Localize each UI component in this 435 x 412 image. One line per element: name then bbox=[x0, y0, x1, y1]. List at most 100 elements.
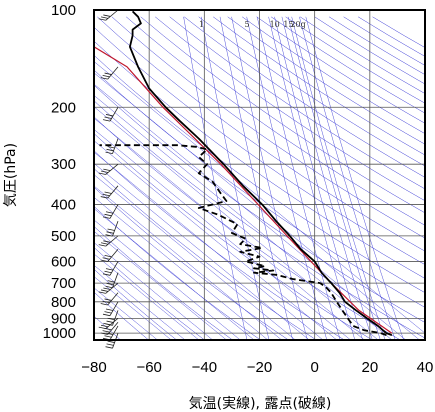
wind-barb bbox=[100, 66, 119, 80]
wind-barb-staff bbox=[112, 138, 119, 154]
wind-barb-flag bbox=[104, 116, 112, 119]
moist-adiabat-line bbox=[94, 106, 379, 340]
wind-barb bbox=[98, 163, 119, 175]
dry-adiabat-line bbox=[94, 206, 261, 340]
wind-barb-flag bbox=[100, 196, 108, 199]
wind-barb-flag bbox=[100, 77, 108, 80]
wind-barb bbox=[98, 9, 119, 21]
wind-barb-flag bbox=[104, 335, 112, 338]
dry-adiabat-line bbox=[94, 247, 205, 340]
mixing-ratio-label: 20g bbox=[290, 20, 305, 29]
wind-barb-flag bbox=[104, 298, 112, 301]
mixing-ratio-line bbox=[281, 16, 373, 340]
dry-adiabat-line bbox=[94, 40, 425, 279]
wind-barb-flag bbox=[100, 242, 109, 245]
mixing-ratio-line bbox=[183, 16, 248, 340]
wind-barb bbox=[105, 310, 119, 326]
dry-adiabat-line bbox=[169, 16, 425, 190]
wind-barb bbox=[102, 204, 119, 219]
wind-barb-flag bbox=[106, 343, 114, 346]
wind-barb-flag bbox=[100, 289, 109, 292]
wind-barb bbox=[100, 292, 119, 306]
wind-barb-flag bbox=[104, 311, 112, 314]
wind-barb-staff bbox=[109, 261, 119, 276]
moist-adiabat-line bbox=[94, 242, 213, 340]
dry-adiabat-line bbox=[94, 168, 317, 340]
wind-barb bbox=[100, 321, 119, 335]
wind-barb-flag bbox=[104, 191, 112, 194]
moist-adiabat-line bbox=[94, 83, 406, 340]
wind-barb-staff bbox=[105, 9, 119, 21]
mixing-ratio-line bbox=[256, 16, 341, 340]
y-tick-label: 600 bbox=[51, 253, 76, 270]
x-tick-label: 0 bbox=[310, 359, 318, 376]
y-tick-label: 800 bbox=[51, 294, 76, 311]
wind-barb-flag bbox=[107, 340, 115, 343]
wind-barb-flag bbox=[106, 231, 114, 234]
x-tick-label: 40 bbox=[417, 359, 434, 376]
wind-barb-flag bbox=[100, 303, 108, 306]
wind-barb bbox=[100, 248, 119, 262]
mixing-ratio-label: 5 bbox=[245, 20, 250, 29]
moist-adiabat-line bbox=[94, 287, 158, 340]
wind-barb-flag bbox=[105, 323, 113, 326]
mixing-ratio-label: 1 bbox=[199, 20, 204, 29]
wind-barb-flag bbox=[105, 332, 114, 336]
wind-barb-flag bbox=[98, 18, 106, 21]
y-tick-label: 300 bbox=[51, 156, 76, 173]
wind-barb-flag bbox=[104, 255, 112, 258]
x-tick-label: −20 bbox=[247, 359, 272, 376]
wind-barb-flag bbox=[100, 324, 109, 328]
wind-barb-flag bbox=[100, 332, 108, 335]
wind-barb-flag bbox=[98, 244, 106, 247]
moist-adiabat-line bbox=[94, 61, 425, 334]
pressure-grid bbox=[94, 9, 425, 340]
dry-adiabat-line bbox=[94, 54, 425, 294]
wind-barb-flag bbox=[104, 72, 112, 75]
wind-barb-flag bbox=[100, 259, 108, 262]
wind-barb-flag bbox=[102, 216, 111, 219]
wind-barb bbox=[98, 235, 119, 247]
wind-barb-flag bbox=[98, 172, 106, 175]
mixing-ratio-line bbox=[219, 16, 293, 340]
wind-barb-flag bbox=[102, 257, 110, 260]
moist-adiabat-line bbox=[94, 208, 255, 340]
moist-adiabat-line bbox=[94, 230, 227, 340]
wind-barb-staff bbox=[107, 66, 119, 80]
y-tick-label: 100 bbox=[51, 2, 76, 19]
dry-adiabat-line bbox=[126, 16, 425, 226]
y-tick-label: 1000 bbox=[43, 325, 76, 342]
wind-barb bbox=[100, 185, 119, 199]
moist-adiabat-line bbox=[94, 276, 172, 340]
dry-adiabat-line bbox=[97, 16, 425, 252]
dry-adiabat-line bbox=[299, 16, 425, 94]
wind-barb-flag bbox=[102, 330, 110, 333]
wind-barb bbox=[102, 261, 119, 276]
wind-barb bbox=[102, 301, 119, 317]
wind-barb-flag bbox=[103, 240, 111, 243]
wind-barb-flag bbox=[105, 151, 113, 155]
mixing-ratio-line bbox=[287, 16, 381, 340]
mixing-ratio-line bbox=[200, 16, 270, 340]
wind-barb-flag bbox=[105, 308, 114, 311]
y-tick-label: 700 bbox=[51, 275, 76, 292]
y-tick-label: 400 bbox=[51, 197, 76, 214]
wind-barb-flag bbox=[100, 170, 109, 173]
moist-adiabat-line bbox=[94, 129, 351, 340]
x-axis-title: 気温(実線), 露点(破線) bbox=[189, 396, 332, 412]
wind-barb-flag bbox=[107, 280, 115, 283]
wind-barb-flag bbox=[106, 320, 114, 323]
dry-adiabat-line bbox=[270, 16, 425, 114]
y-axis-title: 気圧(hPa) bbox=[3, 143, 19, 207]
moist-adiabat-line bbox=[94, 163, 310, 340]
wind-barb-flag bbox=[106, 283, 114, 286]
wind-barb-staff bbox=[112, 220, 119, 237]
wind-barb-flag bbox=[102, 300, 110, 304]
y-tick-label: 500 bbox=[51, 228, 76, 245]
wind-barb-staff bbox=[105, 318, 119, 329]
x-tick-label: 20 bbox=[361, 359, 378, 376]
x-tick-label: −60 bbox=[136, 359, 161, 376]
wind-barb bbox=[105, 220, 119, 237]
